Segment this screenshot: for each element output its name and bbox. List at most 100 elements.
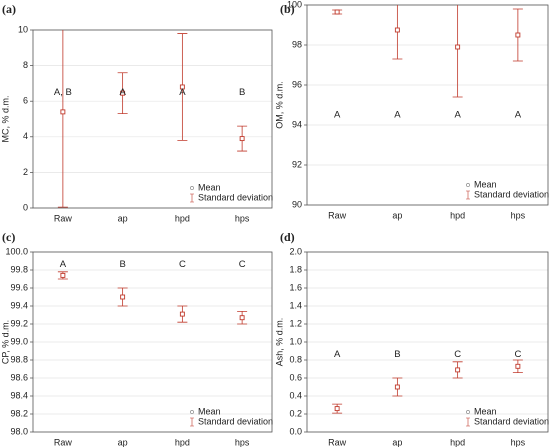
x-tick-label: ap (392, 437, 402, 447)
x-tick-label: hpd (175, 213, 190, 223)
x-tick-label: hps (511, 210, 526, 220)
y-tick-label: 6 (23, 96, 28, 106)
legend-marker (190, 186, 194, 190)
mean-point (334, 406, 340, 412)
mean-point (394, 384, 400, 390)
y-axis-label: CP, % d.m. (0, 320, 10, 364)
y-tick-label: 99.6 (10, 282, 28, 292)
legend-label: Mean (474, 179, 497, 189)
y-tick-label: 96 (292, 79, 302, 89)
mean-point (120, 294, 126, 300)
legend-marker (190, 193, 194, 203)
group-letter: A (515, 110, 522, 121)
legend-label: Mean (474, 406, 497, 416)
y-tick-label: 1.2 (289, 318, 302, 328)
y-tick-label: 0.4 (289, 390, 302, 400)
y-tick-label: 98.6 (10, 372, 28, 382)
panel-label: (a) (2, 2, 16, 16)
x-tick-label: hpd (450, 210, 465, 220)
y-tick-label: 1.6 (289, 282, 302, 292)
panel: (c) 98.0 98.2 98.4 98.6 98.8 99.0 99.2 99.4 99.6 9… (0, 230, 273, 447)
y-tick-label: 98 (292, 39, 302, 49)
y-tick-label: 2.0 (289, 246, 302, 256)
mean-point (394, 27, 400, 33)
legend-marker (466, 190, 470, 200)
legend-label: Standard deviation (474, 189, 549, 199)
y-tick-label: 0.2 (289, 408, 302, 418)
x-tick-label: Raw (54, 437, 73, 447)
x-tick-label: hps (511, 437, 526, 447)
mean-point (455, 367, 461, 373)
x-tick-label: Raw (328, 210, 347, 220)
plot-frame (32, 251, 273, 433)
y-tick-label: 0 (23, 202, 28, 212)
mean-point (455, 44, 461, 50)
legend-label: Standard deviation (198, 192, 273, 202)
x-tick-label: ap (118, 213, 128, 223)
y-tick-label: 98.8 (10, 354, 28, 364)
legend-marker (466, 183, 470, 187)
y-tick-label: 1.8 (289, 264, 302, 274)
y-tick-label: 100 (287, 0, 302, 9)
y-tick-label: 1.4 (289, 300, 302, 310)
panel-label: (d) (280, 230, 295, 244)
y-tick-label: 99.0 (10, 336, 28, 346)
legend-marker (190, 410, 194, 414)
group-letter: C (179, 259, 186, 270)
group-letter: A (60, 259, 67, 270)
panel: (d) 0.0 0.2 0.4 0.6 0.8 1.0 1.2 1.4 1.6 1.8 2.0 Ash,… (274, 230, 549, 447)
mean-point (120, 90, 126, 96)
y-tick-label: 99.4 (10, 300, 28, 310)
legend-label: Mean (198, 182, 221, 192)
mean-point (515, 32, 521, 38)
y-tick-label: 90 (292, 199, 302, 209)
mean-point (60, 109, 66, 115)
y-tick-label: 0.8 (289, 354, 302, 364)
y-axis-label: MC, % d.m. (0, 95, 10, 142)
group-letter: A (334, 349, 341, 360)
marks (57, 30, 248, 208)
plot-frame (306, 251, 549, 433)
marks (57, 271, 248, 325)
group-letter: C (514, 349, 521, 360)
y-axis-label: OM, % d.m. (274, 81, 284, 129)
mean-point (239, 136, 245, 142)
group-letter: B (239, 87, 245, 98)
panel-label: (c) (2, 230, 15, 244)
group-letter: A (179, 87, 186, 98)
y-tick-label: 98.0 (10, 426, 28, 436)
mean-point (179, 84, 185, 90)
legend-marker (466, 417, 470, 427)
y-tick-label: 2 (23, 167, 28, 177)
x-tick-label: hps (235, 213, 250, 223)
group-letter: B (119, 259, 125, 270)
group-letter: A (454, 110, 461, 121)
group-letter: A (119, 87, 126, 98)
x-tick-label: ap (118, 437, 128, 447)
y-tick-label: 10 (18, 24, 28, 34)
x-tick-label: hpd (175, 437, 190, 447)
group-letter: A (334, 110, 341, 121)
x-tick-label: hps (235, 437, 250, 447)
group-letter: A (394, 110, 401, 121)
legend-label: Standard deviation (474, 416, 549, 426)
group-letter: A, B (54, 87, 72, 98)
legend-label: Mean (198, 406, 221, 416)
legend-marker (466, 410, 470, 414)
y-tick-label: 0.0 (289, 426, 302, 436)
mean-point (179, 311, 185, 317)
marks (332, 5, 523, 98)
y-tick-label: 4 (23, 131, 28, 141)
plot-frame (32, 29, 273, 209)
marks (332, 359, 523, 414)
y-axis-label: Ash, % d.m. (274, 318, 284, 367)
y-tick-label: 0.6 (289, 372, 302, 382)
group-letter: C (239, 259, 246, 270)
y-tick-label: 100.0 (5, 246, 28, 256)
x-tick-label: hpd (450, 437, 465, 447)
legend-marker (190, 417, 194, 427)
y-tick-label: 1.0 (289, 336, 302, 346)
